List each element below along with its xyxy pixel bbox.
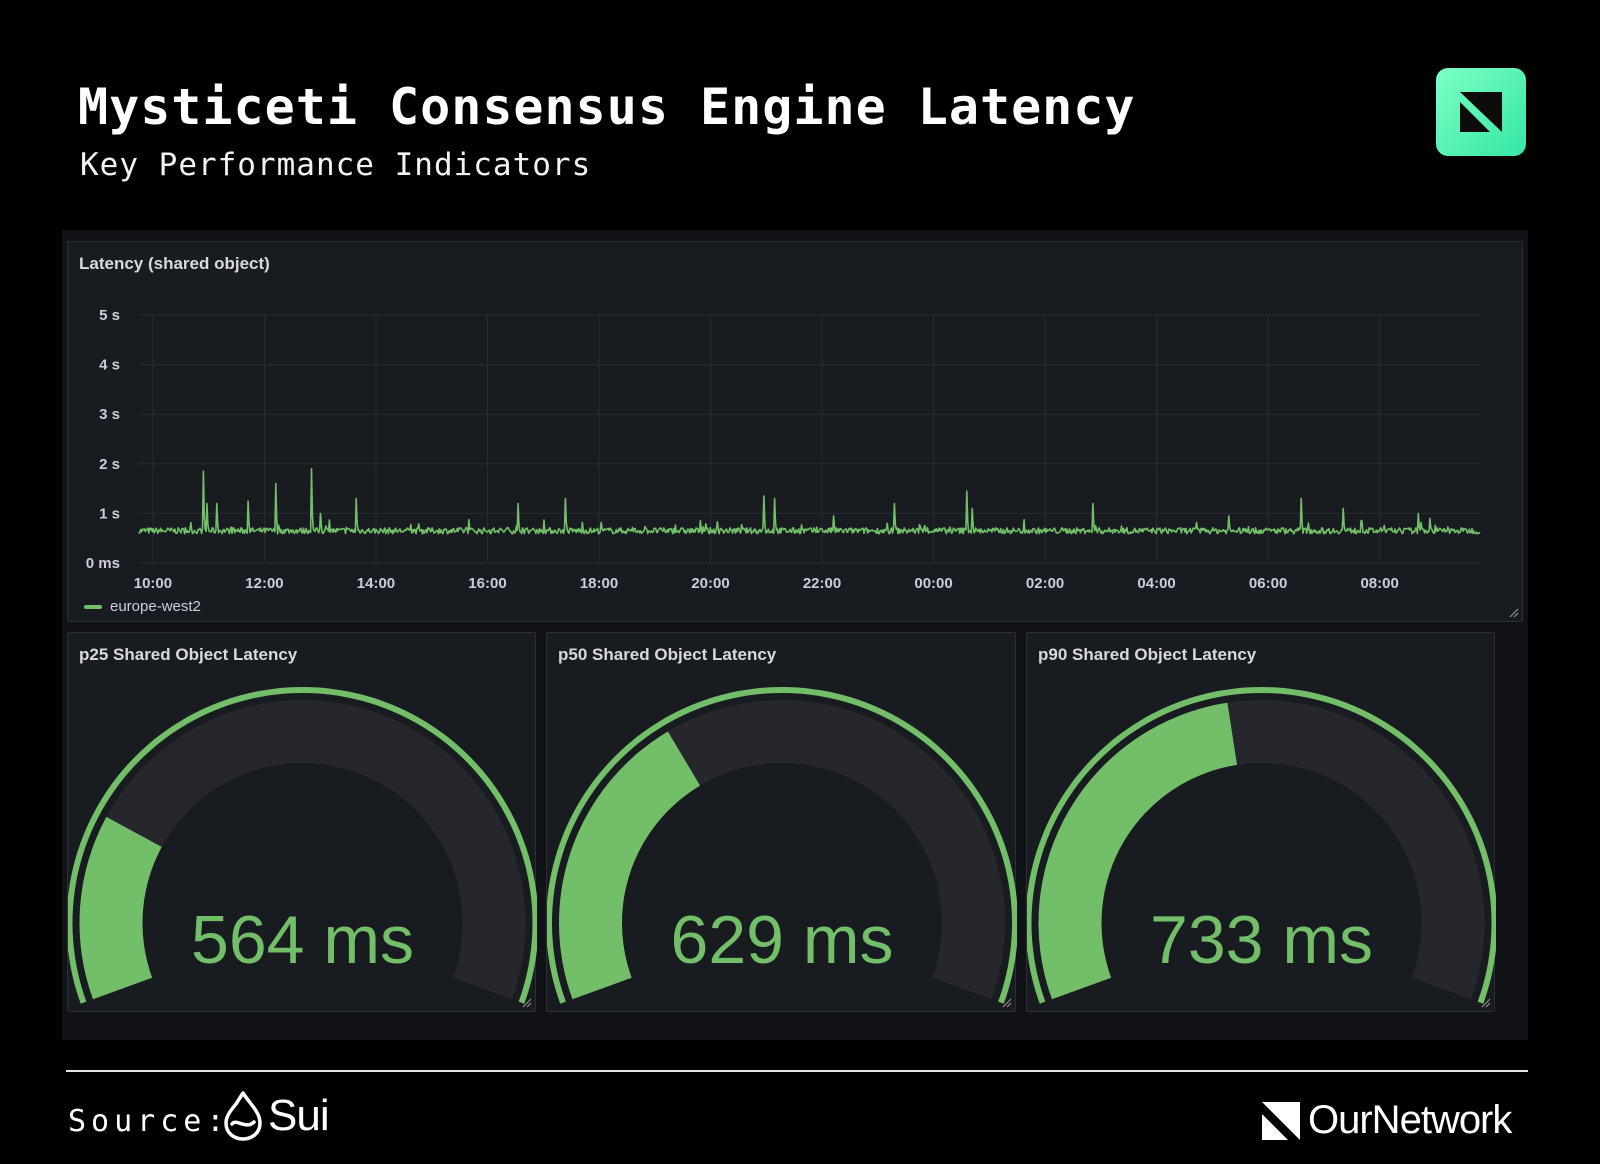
gauge-title-p50: p50 Shared Object Latency: [558, 645, 777, 664]
source-label: Source:: [68, 1104, 230, 1139]
publisher-name: OurNetwork: [1308, 1098, 1512, 1142]
latency-chart-panel: Latency (shared object) 0 ms 1 s 2 s 3 s 4 s…: [67, 241, 1523, 622]
x-tick-label: 12:00: [245, 575, 283, 592]
sui-brand: Sui: [268, 1091, 330, 1140]
latency-chart-title: Latency (shared object): [79, 254, 270, 273]
x-tick-label: 00:00: [914, 575, 952, 592]
resize-handle-icon[interactable]: [1000, 996, 1012, 1008]
x-tick-label: 04:00: [1137, 575, 1175, 592]
y-tick-label: 2 s: [99, 456, 120, 473]
gauge-panel-p25: p25 Shared Object Latency 564 ms: [67, 632, 537, 1012]
legend-label: europe-west2: [110, 598, 201, 615]
ournetwork-mark-icon: [1262, 1101, 1300, 1140]
y-tick-label: 5 s: [99, 307, 120, 324]
gauge-value-label: 733 ms: [1150, 902, 1373, 978]
x-tick-label: 18:00: [580, 575, 618, 592]
resize-handle-icon[interactable]: [1479, 996, 1491, 1008]
x-tick-label: 20:00: [691, 575, 729, 592]
gauge-value-arc: [79, 816, 162, 1000]
gauge-p25: 564 ms: [68, 687, 537, 1004]
resize-handle-icon[interactable]: [1507, 606, 1519, 618]
resize-handle-icon[interactable]: [520, 996, 532, 1008]
series-line-europe-west2: [138, 468, 1481, 535]
y-tick-label: 0 ms: [86, 555, 120, 572]
gauge-panel-p50: p50 Shared Object Latency 629 ms: [546, 632, 1017, 1012]
page-subtitle: Key Performance Indicators: [80, 147, 592, 183]
x-tick-label: 16:00: [468, 575, 506, 592]
ournetwork-badge-icon: [1436, 68, 1526, 156]
y-tick-label: 4 s: [99, 357, 120, 374]
page-title: Mysticeti Consensus Engine Latency: [78, 78, 1136, 136]
sui-droplet-icon: [224, 1091, 262, 1141]
chart-legend[interactable]: europe-west2: [84, 598, 201, 615]
footer-divider: [66, 1070, 1528, 1072]
y-tick-label: 1 s: [99, 505, 120, 522]
gauge-panel-p90: p90 Shared Object Latency 733 ms: [1026, 632, 1496, 1012]
latency-line-chart: 0 ms 1 s 2 s 3 s 4 s 5 s 10:00 12:00 14:00 16:00 1…: [86, 307, 1481, 592]
x-tick-label: 06:00: [1249, 575, 1287, 592]
y-tick-label: 3 s: [99, 406, 120, 423]
gauge-title-p90: p90 Shared Object Latency: [1038, 645, 1257, 664]
gauge-p90: 733 ms: [1027, 687, 1496, 1004]
gauge-value-arc: [1038, 702, 1238, 1000]
x-tick-label: 02:00: [1026, 575, 1064, 592]
gauge-value-label: 629 ms: [671, 902, 894, 978]
gauge-p50: 629 ms: [547, 687, 1017, 1004]
gauge-value-label: 564 ms: [191, 902, 414, 978]
ournetwork-logo: OurNetwork: [1262, 1098, 1512, 1143]
gauge-title-p25: p25 Shared Object Latency: [79, 645, 298, 664]
x-tick-label: 14:00: [357, 575, 395, 592]
gauge-value-arc: [559, 731, 701, 1000]
dashboard: Latency (shared object) 0 ms 1 s 2 s 3 s 4 s…: [62, 230, 1528, 1040]
x-tick-label: 10:00: [134, 575, 172, 592]
legend-swatch: [84, 604, 102, 609]
x-tick-label: 22:00: [803, 575, 841, 592]
x-tick-label: 08:00: [1360, 575, 1398, 592]
gauge-track: [79, 700, 526, 1000]
sui-logo: Sui: [222, 1090, 330, 1142]
